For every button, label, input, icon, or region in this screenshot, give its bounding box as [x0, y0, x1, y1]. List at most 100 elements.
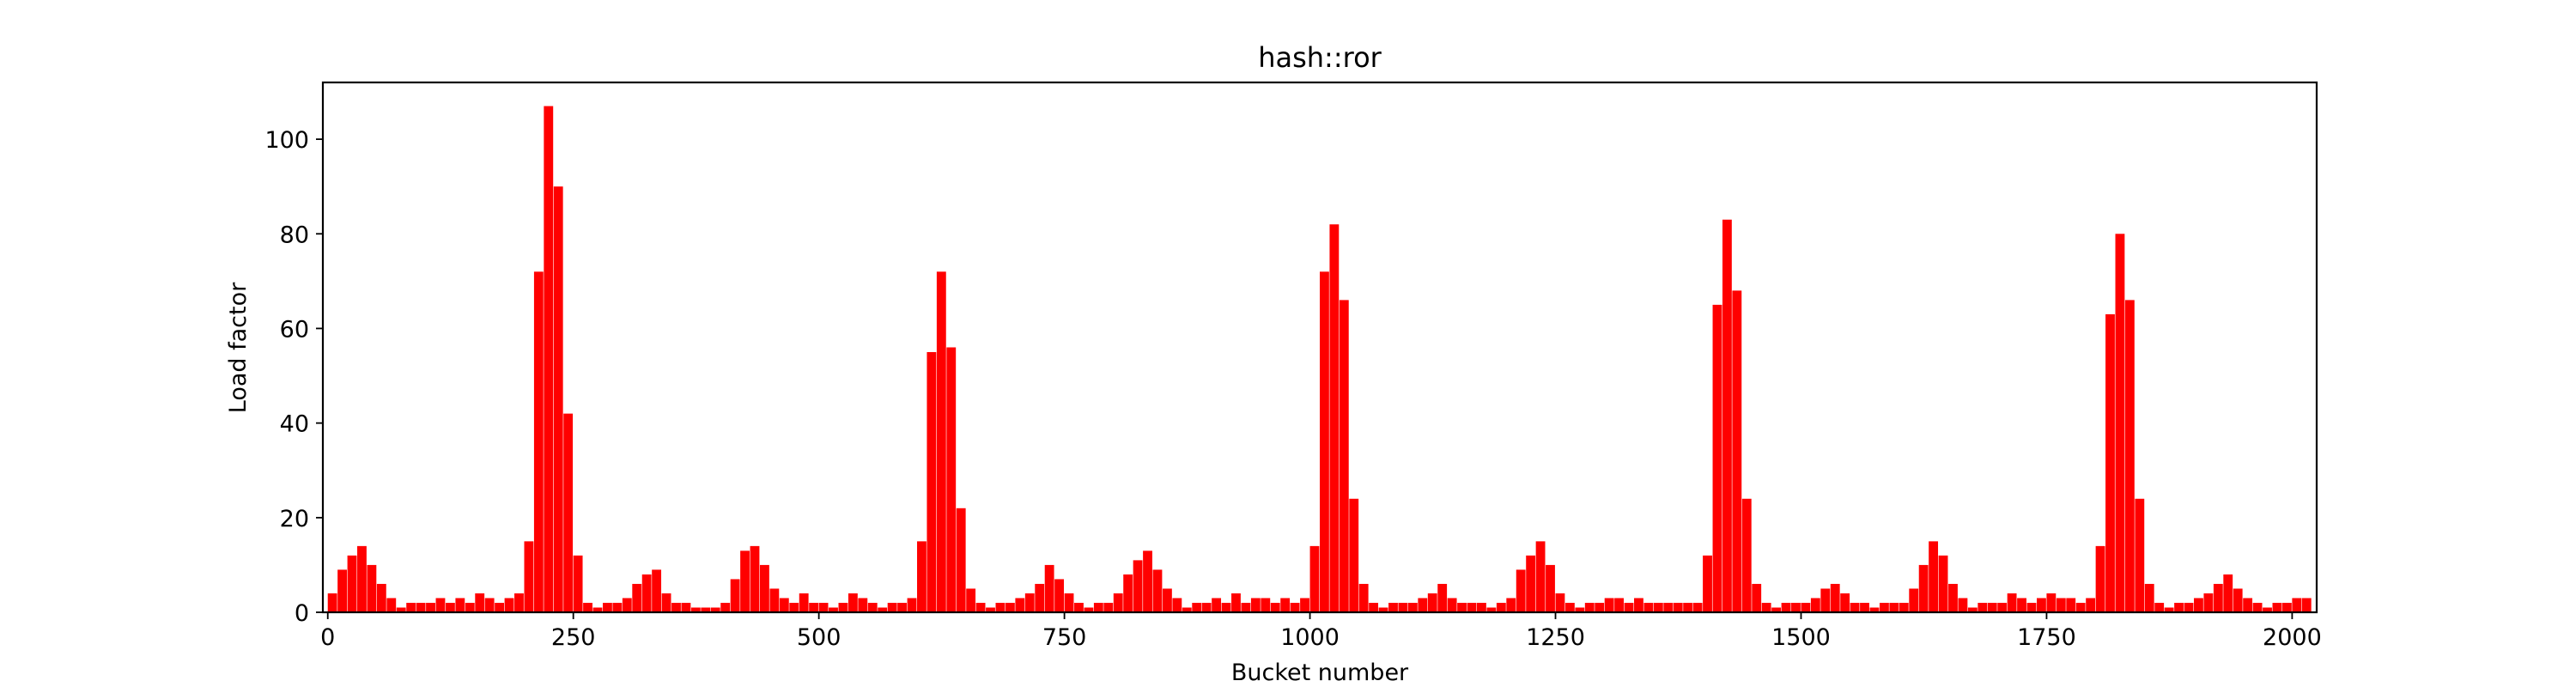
bar [612, 602, 623, 612]
bar [1378, 607, 1388, 612]
bar [1300, 598, 1309, 612]
y-tick-label: 60 [280, 316, 309, 343]
bar [1810, 598, 1820, 612]
bar [1231, 593, 1241, 612]
bar [1663, 602, 1674, 612]
bar [1771, 607, 1782, 612]
bar [1546, 564, 1555, 612]
bar [2115, 234, 2125, 612]
bar [2213, 583, 2223, 612]
bar [799, 593, 809, 612]
x-tick-label: 500 [797, 624, 841, 651]
bar [553, 186, 563, 612]
bar [1634, 598, 1643, 612]
bar [1958, 598, 1968, 612]
bar [1388, 602, 1398, 612]
bar [1201, 602, 1212, 612]
bar [2075, 602, 2086, 612]
bar [2263, 607, 2272, 612]
bar [2203, 593, 2214, 612]
bar [2223, 574, 2233, 612]
bar [1467, 602, 1477, 612]
bar [1673, 602, 1683, 612]
bar [2124, 300, 2135, 612]
bar [2105, 313, 2115, 612]
bar [1123, 574, 1133, 612]
bar [2292, 598, 2302, 612]
bar [760, 564, 769, 612]
bar [2194, 598, 2203, 612]
bar [1918, 564, 1929, 612]
bar [809, 602, 819, 612]
bar [1535, 541, 1546, 612]
bar [1270, 602, 1280, 612]
bar [1054, 579, 1064, 612]
bar [750, 545, 760, 613]
bar [1703, 555, 1712, 612]
bar [1103, 602, 1114, 612]
bar [2026, 602, 2037, 612]
bar [956, 508, 966, 612]
bar [426, 602, 435, 612]
bar [936, 271, 946, 612]
x-tick-label: 1000 [1280, 624, 1340, 651]
bar [1879, 602, 1889, 612]
bar [2174, 602, 2184, 612]
bar [1339, 300, 1349, 612]
y-axis-label: Load factor [225, 282, 252, 413]
bar [1133, 560, 1143, 612]
bar [2243, 598, 2253, 612]
bar [603, 602, 612, 612]
bar [838, 602, 848, 612]
x-tick-label: 1750 [2017, 624, 2076, 651]
bar [1938, 555, 1948, 612]
bar [1564, 602, 1575, 612]
bar [1555, 593, 1565, 612]
bar [779, 598, 789, 612]
bar [416, 602, 426, 612]
bar [858, 598, 868, 612]
bar [592, 607, 603, 612]
y-axis: 0 20 40 60 80 100 [264, 127, 323, 627]
bar [1830, 583, 1840, 612]
bar-series [327, 106, 2312, 613]
bar [1604, 598, 1614, 612]
bar [829, 607, 838, 612]
bar [1162, 588, 1172, 612]
bar [495, 602, 505, 612]
bar [1358, 583, 1369, 612]
bar [966, 588, 976, 612]
bar [1584, 602, 1595, 612]
bar [2056, 598, 2066, 612]
bar [2066, 598, 2076, 612]
bar [1683, 602, 1693, 612]
bar [632, 583, 642, 612]
bar [1997, 602, 2008, 612]
bar [1752, 583, 1762, 612]
bar [367, 564, 377, 612]
bar [720, 602, 731, 612]
bar [376, 583, 386, 612]
bar [661, 593, 671, 612]
bar [1909, 588, 1919, 612]
bar [1978, 602, 1988, 612]
bar [927, 352, 937, 612]
bar [1418, 598, 1428, 612]
bar [2095, 545, 2105, 613]
bar [357, 545, 367, 613]
bar [445, 602, 455, 612]
bar [690, 607, 701, 612]
bar [1152, 569, 1163, 612]
bar [1241, 602, 1251, 612]
bar [1889, 602, 1899, 612]
bar [1526, 555, 1536, 612]
bar [1437, 583, 1448, 612]
bar [1869, 607, 1880, 612]
x-tick-label: 250 [551, 624, 596, 651]
bar [465, 602, 475, 612]
bar [1320, 271, 1329, 612]
bar [1860, 602, 1869, 612]
bar [818, 602, 829, 612]
bar [1035, 583, 1045, 612]
bar [730, 579, 740, 612]
